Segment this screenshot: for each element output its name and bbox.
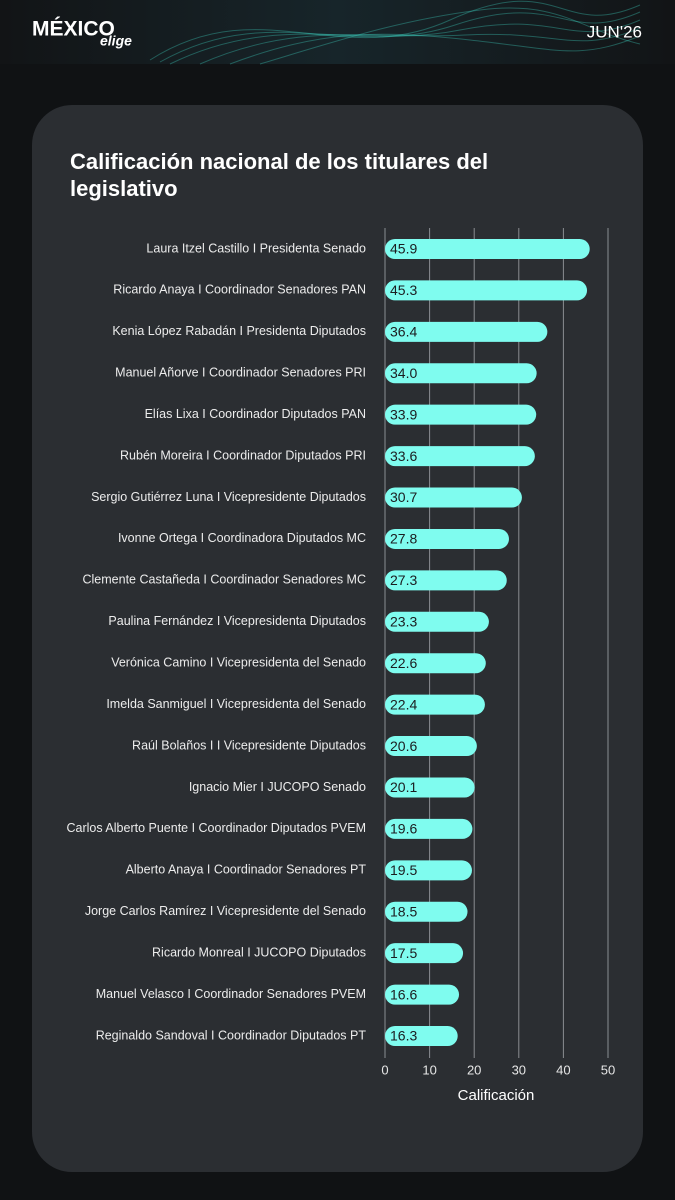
x-axis-label: Calificación	[458, 1087, 535, 1104]
y-tick-label: Carlos Alberto Puente I Coordinador Dipu…	[67, 821, 366, 835]
bar	[385, 860, 472, 881]
y-tick-label: Rubén Moreira I Coordinador Diputados PR…	[120, 448, 366, 462]
y-tick-label: Manuel Añorve I Coordinador Senadores PR…	[115, 366, 366, 380]
y-tick-label: Alberto Anaya I Coordinador Senadores PT	[126, 863, 367, 877]
y-tick-label: Sergio Gutiérrez Luna I Vicepresidente D…	[91, 490, 366, 504]
value-label: 17.5	[390, 945, 417, 961]
value-label: 30.7	[390, 489, 417, 505]
value-label: 34.0	[390, 365, 417, 381]
date: JUN'26	[587, 22, 642, 41]
value-label: 22.6	[390, 655, 417, 671]
card	[32, 105, 643, 1172]
y-tick-label: Paulina Fernández I Vicepresidenta Diput…	[108, 614, 366, 628]
value-label: 16.3	[390, 1028, 417, 1044]
bar	[385, 1026, 458, 1046]
value-label: 45.9	[390, 241, 417, 257]
y-tick-label: Kenia López Rabadán I Presidenta Diputad…	[112, 324, 366, 338]
value-label: 19.6	[390, 821, 417, 837]
bar	[385, 363, 537, 384]
x-tick-label: 40	[556, 1062, 570, 1077]
value-label: 33.9	[390, 406, 417, 422]
brand: MÉXICO	[32, 18, 115, 41]
bar	[385, 736, 477, 757]
value-label: 23.3	[390, 613, 417, 629]
y-tick-label: Imelda Sanmiguel I Vicepresidenta del Se…	[106, 697, 366, 711]
bar	[385, 321, 548, 342]
y-tick-label: Laura Itzel Castillo I Presidenta Senado	[146, 241, 366, 255]
bar	[385, 943, 464, 964]
y-tick-label: Ignacio Mier I JUCOPO Senado	[189, 780, 366, 794]
value-label: 27.3	[390, 572, 417, 588]
y-tick-label: Ricardo Monreal I JUCOPO Diputados	[152, 945, 366, 959]
bar	[385, 570, 507, 591]
x-tick-label: 20	[467, 1062, 481, 1077]
y-tick-label: Manuel Velasco I Coordinador Senadores P…	[96, 987, 366, 1001]
value-label: 20.1	[390, 779, 417, 795]
bar	[385, 777, 475, 798]
y-tick-label: Elías Lixa I Coordinador Diputados PAN	[145, 407, 366, 421]
bar	[385, 404, 537, 425]
brand-sub: elige	[100, 33, 132, 49]
y-tick-label: Clemente Castañeda I Coordinador Senador…	[83, 573, 367, 587]
y-tick-label: Jorge Carlos Ramírez I Vicepresidente de…	[85, 904, 366, 918]
value-label: 19.5	[390, 862, 417, 878]
bar	[385, 901, 468, 922]
value-label: 20.6	[390, 738, 417, 754]
x-tick-label: 0	[381, 1062, 388, 1077]
x-tick-label: 10	[422, 1062, 436, 1077]
bar	[385, 984, 460, 1005]
chart-title: Calificación nacional de los titulares d…	[70, 149, 489, 201]
plot: 0 10 20 30 40 50 Calificación Laura Itzel Casti…	[67, 228, 615, 1104]
x-tick-label: 30	[512, 1062, 526, 1077]
value-label: 18.5	[390, 903, 417, 919]
bar	[385, 487, 522, 508]
y-tick-label: Verónica Camino I Vicepresidenta del Sen…	[111, 656, 366, 670]
bar	[385, 611, 489, 632]
bar	[385, 528, 509, 549]
bar	[385, 239, 590, 259]
value-label: 16.6	[390, 986, 417, 1002]
bar	[385, 280, 588, 301]
value-label: 45.3	[390, 282, 417, 298]
y-tick-label: Ricardo Anaya I Coordinador Senadores PA…	[113, 283, 366, 297]
y-tick-label: Raúl Bolaños I I Vicepresidente Diputado…	[132, 738, 366, 752]
y-tick-label: Reginaldo Sandoval I Coordinador Diputad…	[96, 1028, 367, 1042]
header-waves	[149, 0, 641, 65]
value-label: 22.4	[390, 696, 417, 712]
y-tick-label: Ivonne Ortega I Coordinadora Diputados M…	[118, 531, 366, 545]
bar	[385, 818, 473, 839]
value-label: 33.6	[390, 448, 417, 464]
bar	[385, 694, 485, 715]
value-label: 36.4	[390, 324, 417, 340]
x-tick-label: 50	[601, 1062, 615, 1077]
bar	[385, 446, 535, 467]
header-bar	[0, 0, 675, 64]
bar	[385, 653, 486, 674]
value-label: 27.8	[390, 531, 417, 547]
